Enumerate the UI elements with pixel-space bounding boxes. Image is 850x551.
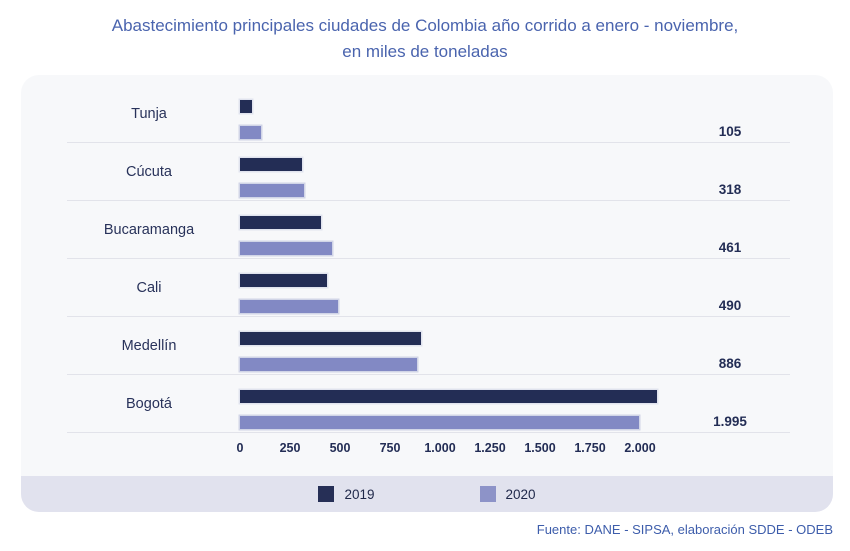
source-caption: Fuente: DANE - SIPSA, elaboración SDDE -… xyxy=(536,522,833,537)
chart-card: Tunja 105 Cúcuta 318 Bucaramanga 461 Cali 490 Me… xyxy=(21,75,833,512)
bar-2020 xyxy=(240,242,333,255)
value-label: 318 xyxy=(718,182,742,197)
bar-2019 xyxy=(240,100,252,113)
value-label: 461 xyxy=(718,240,742,255)
bar-2019 xyxy=(240,216,321,229)
bar-2020 xyxy=(240,300,338,313)
legend-label: 2020 xyxy=(505,486,536,502)
category-label: Cúcuta xyxy=(126,164,172,180)
value-label: 105 xyxy=(718,124,742,139)
x-tick-label: 1.000 xyxy=(424,441,456,455)
bar-2020 xyxy=(240,184,304,197)
chart-title-line2: en miles de toneladas xyxy=(342,42,508,61)
chart-rows: Tunja 105 Cúcuta 318 Bucaramanga 461 Cali 490 Me… xyxy=(21,85,833,433)
chart-row: Tunja 105 xyxy=(21,85,833,143)
x-tick-label: 1.750 xyxy=(574,441,606,455)
chart-row: Bucaramanga 461 xyxy=(21,201,833,259)
bar-2019 xyxy=(240,274,327,287)
x-tick-label: 2.000 xyxy=(624,441,656,455)
legend-swatch-icon xyxy=(479,486,496,502)
x-tick-label: 1.250 xyxy=(474,441,506,455)
x-tick-label: 1.500 xyxy=(524,441,556,455)
category-label: Tunja xyxy=(131,106,167,122)
x-tick-label: 250 xyxy=(279,441,301,455)
x-axis: 0 250 500 750 1.000 1.250 1.500 1.750 2.000 xyxy=(21,433,833,463)
chart-row: Cúcuta 318 xyxy=(21,143,833,201)
value-label: 490 xyxy=(718,298,742,313)
chart-row: Cali 490 xyxy=(21,259,833,317)
legend-item-2019: 2019 xyxy=(318,486,375,502)
legend-label: 2019 xyxy=(344,486,375,502)
row-separator xyxy=(67,200,790,201)
category-label: Bucaramanga xyxy=(103,222,195,238)
row-separator xyxy=(67,258,790,259)
row-separator xyxy=(67,374,790,375)
bar-2020 xyxy=(240,358,418,371)
value-label: 1.995 xyxy=(713,414,747,429)
chart-title: Abastecimiento principales ciudades de C… xyxy=(0,13,850,65)
category-label: Bogotá xyxy=(126,396,172,412)
row-separator xyxy=(67,432,790,433)
x-tick-label: 500 xyxy=(329,441,351,455)
bar-2019 xyxy=(240,390,657,403)
legend: 2019 2020 xyxy=(21,476,833,512)
category-label: Cali xyxy=(136,280,162,296)
bar-2019 xyxy=(240,332,421,345)
bar-2019 xyxy=(240,158,302,171)
chart-row: Bogotá 1.995 xyxy=(21,375,833,433)
chart-title-line1: Abastecimiento principales ciudades de C… xyxy=(111,16,739,35)
chart-row: Medellín 886 xyxy=(21,317,833,375)
row-separator xyxy=(67,316,790,317)
bar-2020 xyxy=(240,416,639,429)
x-tick-label: 750 xyxy=(379,441,401,455)
bar-2020 xyxy=(240,126,261,139)
legend-item-2020: 2020 xyxy=(479,486,536,502)
value-label: 886 xyxy=(718,356,742,371)
row-separator xyxy=(67,142,790,143)
category-label: Medellín xyxy=(121,338,177,354)
x-tick-label: 0 xyxy=(236,441,244,455)
legend-swatch-icon xyxy=(318,486,335,502)
